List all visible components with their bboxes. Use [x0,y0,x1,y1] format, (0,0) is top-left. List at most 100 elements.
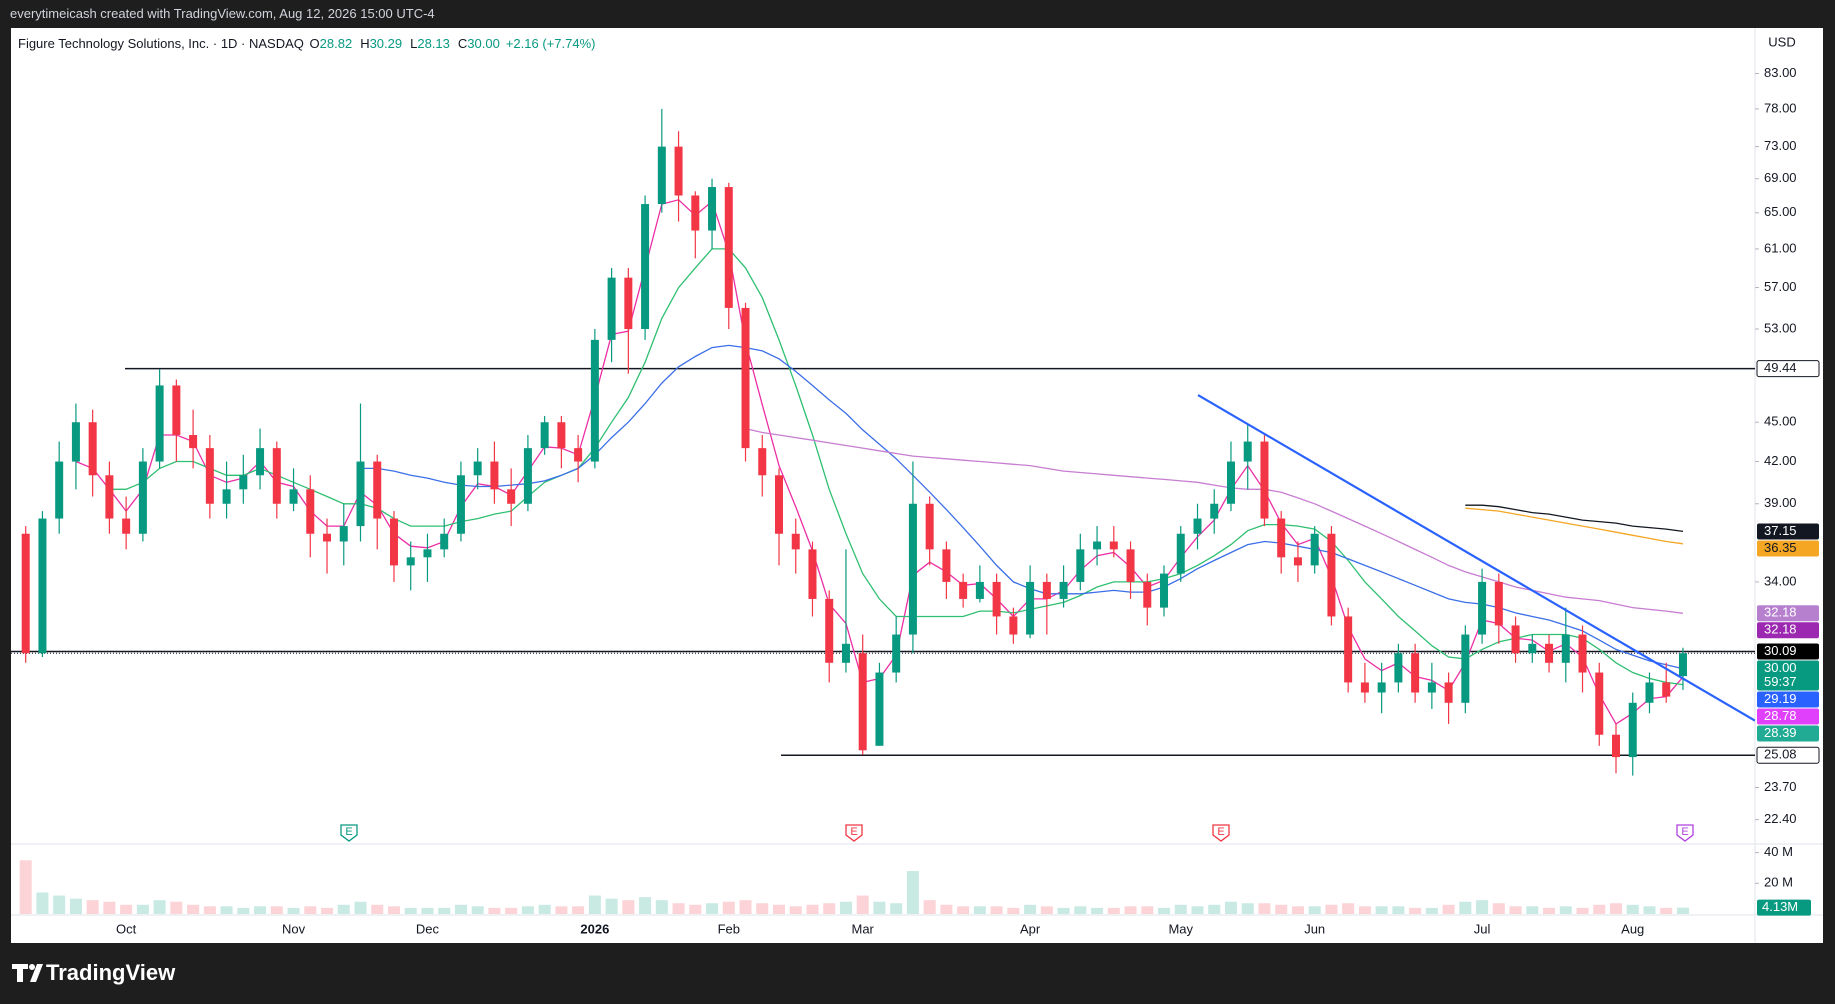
x-tick-label: Nov [282,921,306,936]
candle-body [38,518,47,654]
candle-body [1612,734,1620,758]
candle-body [691,195,700,231]
candle-body [1344,616,1353,683]
candle-body [1645,682,1654,703]
candle-body [825,598,834,663]
price-badge-label: 30.00 [1764,660,1797,675]
candle-body [256,448,265,476]
volume-bar [1040,906,1053,914]
candle-body [624,277,633,330]
price-badge [1757,540,1819,557]
volume-bar [706,903,719,914]
candle-body [1126,549,1135,582]
volume-bar [990,906,1003,914]
price-badge-label: 32.18 [1764,622,1797,637]
ma-line [1465,507,1684,545]
candle-body [1193,518,1202,534]
volume-bar [1091,907,1104,914]
candle-body [423,549,432,558]
volume-bar [806,904,819,914]
volume-bar [655,900,668,914]
volume-bar [890,903,903,914]
volume-bar [371,904,384,914]
candle-body [1093,541,1102,550]
plot [11,108,1755,776]
candle-body [1260,441,1269,519]
volume-bar [1007,907,1020,914]
candle-body [155,385,164,462]
x-tick-label: Oct [116,921,137,936]
candle-body [775,475,783,534]
candle-body [858,653,867,751]
volume-bar [1174,904,1187,914]
volume-bar [438,907,451,914]
candle-body [1042,581,1051,599]
volume-bar [722,901,735,914]
volume-bar [588,895,601,914]
candle-body [1076,549,1085,582]
volume-bar [1643,906,1656,914]
volume-bar [823,903,836,914]
candle-body [942,549,951,582]
volume-bar [1208,904,1221,914]
volume-bar [53,895,66,914]
candle-body [1478,581,1487,635]
volume-bar [1660,907,1673,914]
volume-bar [304,906,317,914]
candle-body [1026,581,1035,635]
volume-bar [639,897,652,914]
volume-bar [1024,904,1037,914]
candle-body [339,526,348,542]
candle-body [1561,634,1570,663]
candle-body [540,422,549,449]
price-badge-label: 49.44 [1764,360,1797,375]
volume-bar [957,906,970,914]
candle-body [1511,625,1520,654]
candle-body [875,672,884,746]
volume-bar [1158,907,1171,914]
ohlc-value: 30.29 [369,36,403,51]
price-badge [1757,523,1819,540]
top-bar-text: everytimeicash created with TradingView.… [10,6,435,21]
volume-bar [505,907,518,914]
candle-body [138,461,147,534]
price-badge [1756,360,1820,378]
candle-body [1059,581,1068,599]
candle-body [389,518,398,566]
earnings-label: E [850,826,857,838]
ohlc-values: O28.82 H30.29 L28.13 C30.00 +2.16 (+7.74%) [308,36,602,51]
x-tick-label: Aug [1621,921,1644,936]
volume-bar [1610,903,1622,914]
volume-bar [1375,906,1388,914]
logo-text: TradingView [46,960,176,985]
volume-badge [1757,899,1811,916]
candle-body [1628,702,1637,758]
candle-body [557,422,566,449]
trend-line [1197,394,1755,722]
candle-body [473,461,482,476]
candle-body [88,422,97,476]
volume-bar [1459,901,1472,914]
candle-body [1176,533,1185,574]
ohlc-key: L [410,36,418,51]
price-badge [1757,622,1819,639]
candle-body [1109,541,1118,550]
candle-body [1461,634,1470,703]
price-change: +2.16 (+7.74%) [505,36,596,51]
candle-body [306,489,315,534]
candle-body [1494,581,1503,626]
volume-bar [1291,906,1304,914]
candle-body [373,461,382,519]
candle-body [1210,503,1219,519]
volume-bar [1325,904,1338,914]
price-badge-label: 29.19 [1764,691,1797,706]
candle-body [406,557,415,566]
y-tick-label: 39.00 [1764,495,1797,510]
candle-body [641,204,650,330]
volume-bar [906,871,919,914]
volume-bar [86,900,99,914]
volume-bar [1392,906,1405,914]
candle-body [456,475,465,534]
volume-bar [973,906,986,914]
